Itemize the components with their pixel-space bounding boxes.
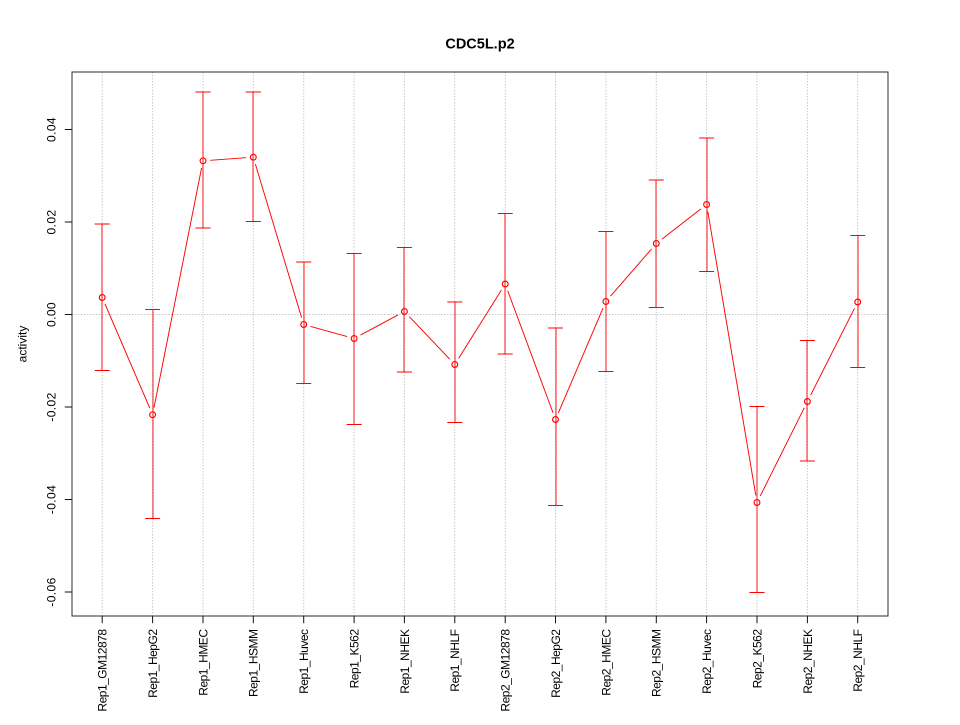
svg-text:-0.04: -0.04 [45, 485, 59, 514]
svg-text:Rep2_K562: Rep2_K562 [750, 629, 764, 689]
svg-text:Rep1_NHEK: Rep1_NHEK [398, 629, 412, 694]
svg-text:Rep2_HSMM: Rep2_HSMM [650, 629, 664, 697]
svg-text:-0.02: -0.02 [45, 392, 59, 421]
svg-text:Rep1_Huvec: Rep1_Huvec [297, 629, 311, 694]
svg-text:Rep2_NHEK: Rep2_NHEK [801, 629, 815, 694]
svg-text:Rep1_HepG2: Rep1_HepG2 [146, 629, 160, 698]
svg-text:Rep2_Huvec: Rep2_Huvec [700, 629, 714, 694]
svg-text:Rep2_NHLF: Rep2_NHLF [851, 629, 865, 691]
svg-text:Rep1_K562: Rep1_K562 [348, 629, 362, 689]
svg-text:Rep2_GM12878: Rep2_GM12878 [499, 629, 513, 712]
svg-text:Rep2_HMEC: Rep2_HMEC [599, 629, 613, 696]
svg-text:Rep1_HSMM: Rep1_HSMM [247, 629, 261, 697]
svg-text:CDC5L.p2: CDC5L.p2 [445, 37, 514, 53]
svg-text:0.00: 0.00 [45, 302, 59, 327]
svg-text:activity: activity [16, 326, 30, 363]
svg-text:Rep2_HepG2: Rep2_HepG2 [549, 629, 563, 698]
svg-text:-0.06: -0.06 [45, 577, 59, 606]
svg-text:0.04: 0.04 [45, 117, 59, 142]
svg-text:Rep1_GM12878: Rep1_GM12878 [96, 629, 110, 712]
svg-text:0.02: 0.02 [45, 210, 59, 235]
svg-text:Rep1_NHLF: Rep1_NHLF [448, 629, 462, 691]
svg-text:Rep1_HMEC: Rep1_HMEC [196, 629, 210, 696]
